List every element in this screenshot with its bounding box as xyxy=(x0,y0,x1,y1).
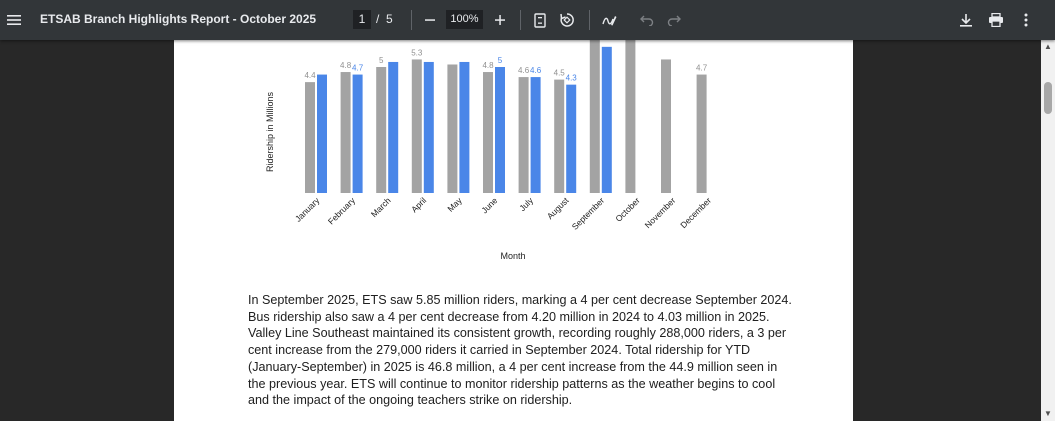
data-label: 4.7 xyxy=(352,64,364,73)
ridership-summary-paragraph: In September 2025, ETS saw 5.85 million … xyxy=(248,293,792,408)
data-label: 4.8 xyxy=(482,61,494,70)
data-label: 5.3 xyxy=(411,48,423,57)
print-icon[interactable] xyxy=(984,8,1008,32)
bar-january-series-2 xyxy=(317,74,327,193)
rotate-icon[interactable] xyxy=(555,8,579,32)
data-label: 4.3 xyxy=(566,74,578,83)
x-axis-label: Month xyxy=(500,251,525,261)
y-axis-label: Ridership in Millions xyxy=(265,91,275,172)
scroll-down-icon[interactable]: ▼ xyxy=(1044,409,1052,418)
bar-march-series-1 xyxy=(376,67,387,193)
page-separator: / xyxy=(376,12,380,26)
vertical-scrollbar[interactable]: ▲ ▼ xyxy=(1041,40,1055,421)
bar-april-series-1 xyxy=(411,59,422,193)
download-icon[interactable] xyxy=(954,8,978,32)
data-label: 4.4 xyxy=(304,71,316,80)
bar-january-series-1 xyxy=(305,82,315,193)
zoom-input[interactable]: 100% xyxy=(446,10,483,29)
toolbar-divider xyxy=(589,10,590,30)
bar-february-series-1 xyxy=(340,72,351,193)
document-title: ETSAB Branch Highlights Report - October… xyxy=(40,12,317,26)
bar-august-series-1 xyxy=(554,79,565,193)
bar-july-series-1 xyxy=(518,77,529,193)
bar-september-series-2 xyxy=(601,46,612,194)
redo-icon[interactable] xyxy=(662,8,686,32)
bar-may-series-2 xyxy=(459,61,470,194)
zoom-in-icon[interactable] xyxy=(488,8,512,32)
zoom-out-icon[interactable] xyxy=(418,8,442,32)
x-tick-label: June xyxy=(479,195,499,215)
more-icon[interactable] xyxy=(1014,8,1038,32)
fit-page-icon[interactable] xyxy=(528,8,552,32)
data-label: 4.8 xyxy=(340,61,352,70)
bar-december-series-1 xyxy=(696,74,707,193)
bar-june-series-2 xyxy=(495,67,505,193)
bar-july-series-2 xyxy=(530,77,541,193)
pdf-page: 4.4 January 4.8 4.7 February 5 March 5.3 April Ma… xyxy=(174,40,853,421)
x-tick-label: September xyxy=(570,195,607,232)
bar-february-series-2 xyxy=(352,74,363,193)
menu-icon[interactable] xyxy=(2,8,26,32)
x-tick-label: February xyxy=(326,195,358,227)
bar-august-series-2 xyxy=(566,84,577,193)
data-label: 5 xyxy=(498,56,503,65)
data-label: 4.6 xyxy=(518,66,530,75)
x-tick-label: December xyxy=(678,195,713,230)
bar-april-series-2 xyxy=(423,61,434,194)
bar-march-series-2 xyxy=(388,61,399,194)
x-tick-label: March xyxy=(369,195,393,219)
data-label: 4.5 xyxy=(554,69,566,78)
pdf-toolbar: ETSAB Branch Highlights Report - October… xyxy=(0,0,1055,40)
current-page-input[interactable]: 1 xyxy=(353,10,371,29)
x-tick-label: July xyxy=(517,195,535,213)
bar-november-series-1 xyxy=(661,59,671,193)
x-tick-label: May xyxy=(445,195,464,214)
x-tick-label: January xyxy=(293,195,322,224)
x-tick-label: April xyxy=(409,195,428,214)
bar-october-series-1 xyxy=(625,40,636,193)
bar-june-series-1 xyxy=(483,72,493,193)
data-label: 4.6 xyxy=(530,66,542,75)
bar-september-series-1 xyxy=(589,40,600,193)
scrollbar-thumb[interactable] xyxy=(1044,82,1052,114)
annotate-icon[interactable] xyxy=(597,8,621,32)
x-tick-label: November xyxy=(643,195,678,230)
data-label: 4.7 xyxy=(696,64,708,73)
toolbar-divider xyxy=(520,10,521,30)
total-pages: 5 xyxy=(386,12,393,26)
x-tick-label: October xyxy=(613,195,642,224)
scroll-up-icon[interactable]: ▲ xyxy=(1044,42,1052,51)
data-label: 5 xyxy=(379,56,384,65)
toolbar-divider xyxy=(411,10,412,30)
x-tick-label: August xyxy=(545,195,571,221)
bar-may-series-1 xyxy=(447,64,458,193)
undo-icon[interactable] xyxy=(635,8,659,32)
